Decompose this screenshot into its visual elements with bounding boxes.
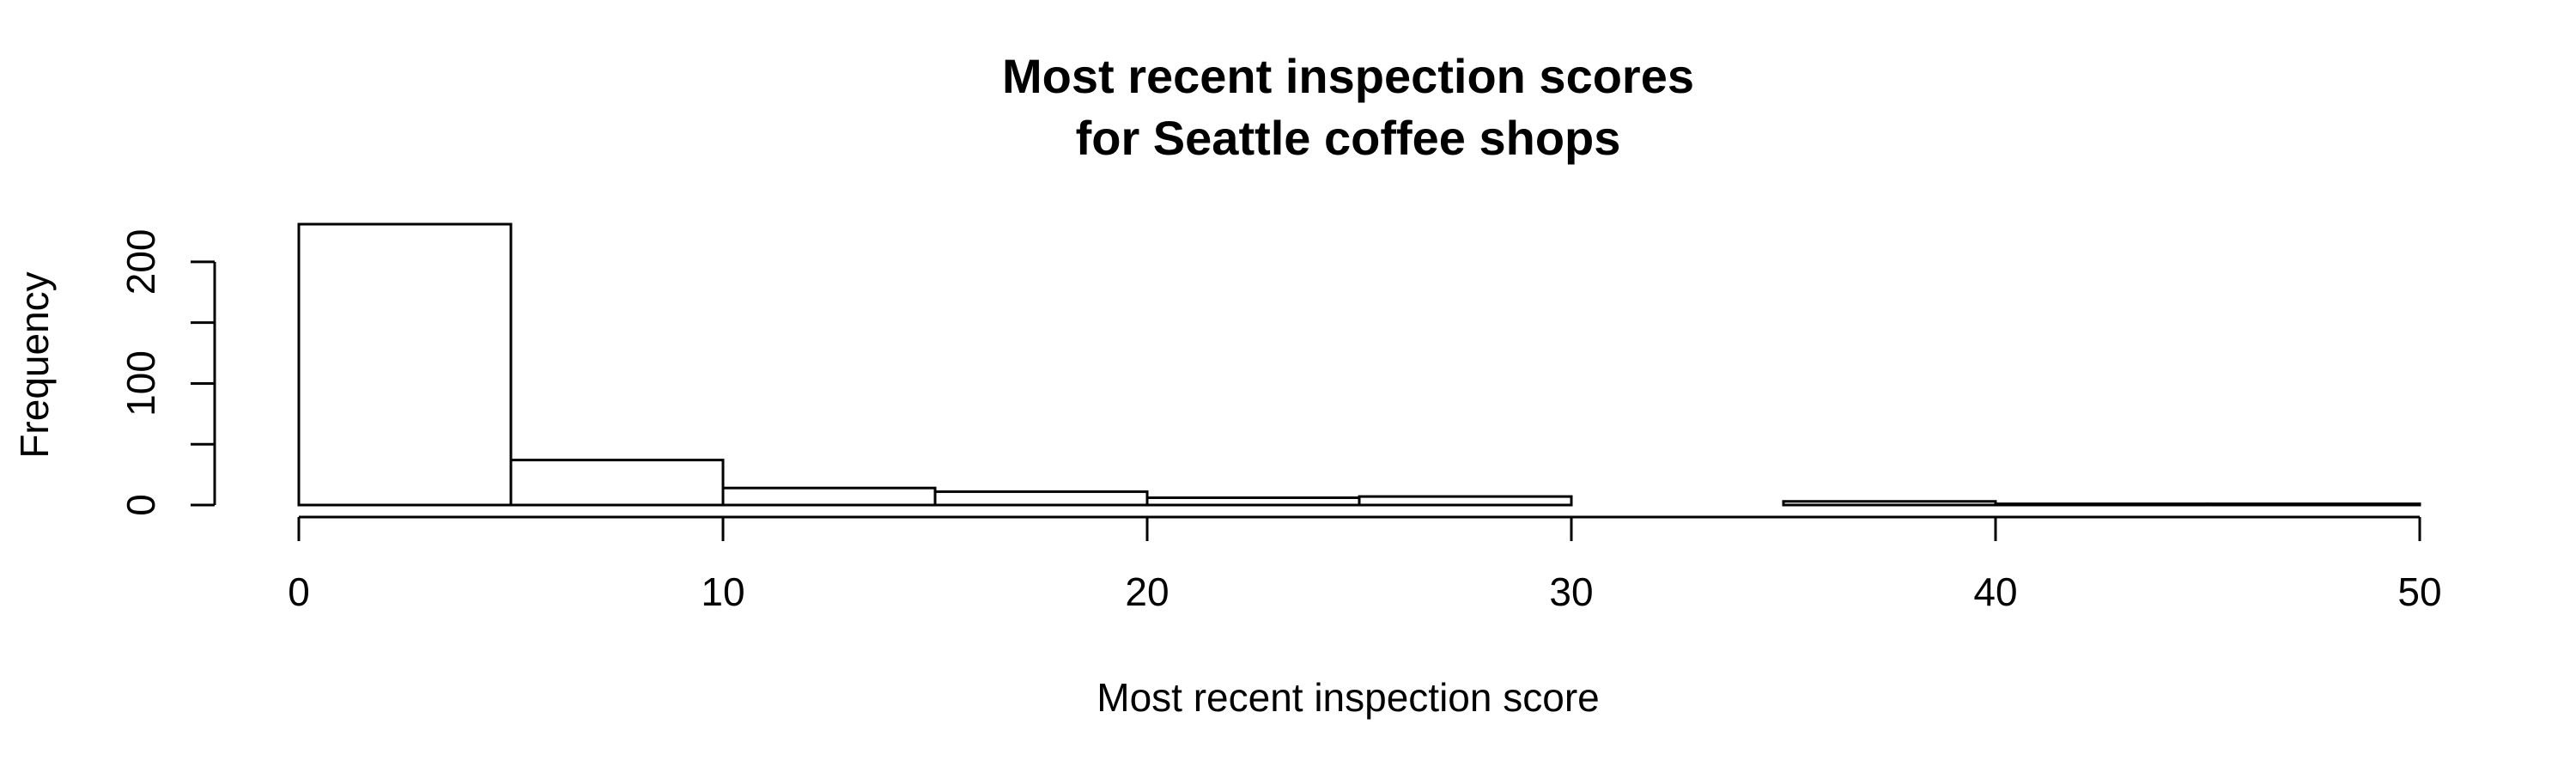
x-tick-label: 10: [701, 569, 744, 614]
y-axis-label: Frequency: [12, 271, 57, 458]
chart-title-line-1: Most recent inspection scores: [1002, 49, 1694, 103]
histogram-bar: [1358, 495, 1573, 507]
histogram-bar: [933, 490, 1149, 507]
histogram-bar: [721, 486, 937, 507]
histogram-bar: [2206, 502, 2421, 507]
histogram-bar: [1994, 502, 2209, 507]
y-tick-label: 100: [118, 350, 163, 417]
x-tick-label: 40: [1973, 569, 2017, 614]
y-tick-label: 0: [118, 494, 163, 516]
x-axis-label: Most recent inspection score: [1097, 675, 1600, 720]
histogram-bar: [509, 459, 725, 507]
x-axis: 0 10 20 30 40 50: [288, 515, 2442, 614]
chart-title-line-2: for Seattle coffee shops: [1076, 111, 1621, 165]
x-tick-label: 0: [288, 569, 310, 614]
x-tick-label: 20: [1125, 569, 1169, 614]
x-tick-label: 50: [2397, 569, 2441, 614]
y-axis: 0 100 200: [118, 229, 216, 516]
y-tick-label: 200: [118, 229, 163, 295]
histogram-bar: [297, 222, 513, 507]
x-tick-label: 30: [1549, 569, 1593, 614]
histogram-bar: [1145, 496, 1361, 507]
histogram-bar: [1782, 500, 1997, 507]
histogram-bars: [297, 222, 2421, 507]
